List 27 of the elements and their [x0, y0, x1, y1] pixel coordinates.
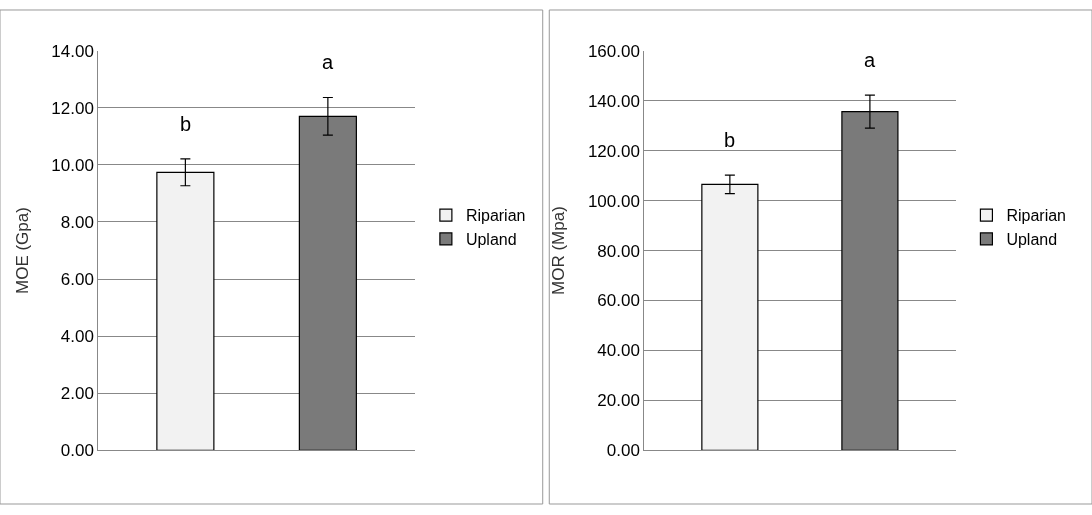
- legend-label: Upland: [1006, 231, 1058, 249]
- y-tick-label: 14.00: [51, 41, 94, 61]
- legend-label: Riparian: [1006, 207, 1067, 225]
- y-tick-label: 100.00: [587, 191, 640, 211]
- annotation: b: [180, 113, 192, 135]
- y-tick-label: 120.00: [587, 141, 640, 161]
- y-tick-label: 4.00: [60, 327, 94, 347]
- y-axis-title: MOR (Mpa): [549, 206, 569, 295]
- y-tick-label: 140.00: [587, 91, 640, 111]
- y-tick-label: 0.00: [606, 441, 640, 461]
- y-tick-label: 40.00: [597, 341, 640, 361]
- annotation: b: [724, 129, 736, 151]
- legend-label: Riparian: [465, 207, 526, 225]
- y-tick-label: 0.00: [60, 441, 94, 461]
- y-tick-label: 20.00: [597, 391, 640, 411]
- y-tick-label: 160.00: [587, 41, 640, 61]
- y-tick-label: 8.00: [60, 212, 94, 232]
- y-tick-label: 2.00: [60, 384, 94, 404]
- legend-label: Upland: [465, 231, 517, 249]
- y-tick-label: 6.00: [60, 270, 94, 290]
- y-tick-label: 80.00: [597, 241, 640, 261]
- annotation: a: [322, 51, 334, 73]
- y-tick-label: 12.00: [51, 98, 94, 118]
- annotation: a: [864, 49, 876, 71]
- y-axis-title: MOE (Gpa): [12, 207, 32, 295]
- y-tick-label: 10.00: [51, 155, 94, 175]
- y-tick-label: 60.00: [597, 291, 640, 311]
